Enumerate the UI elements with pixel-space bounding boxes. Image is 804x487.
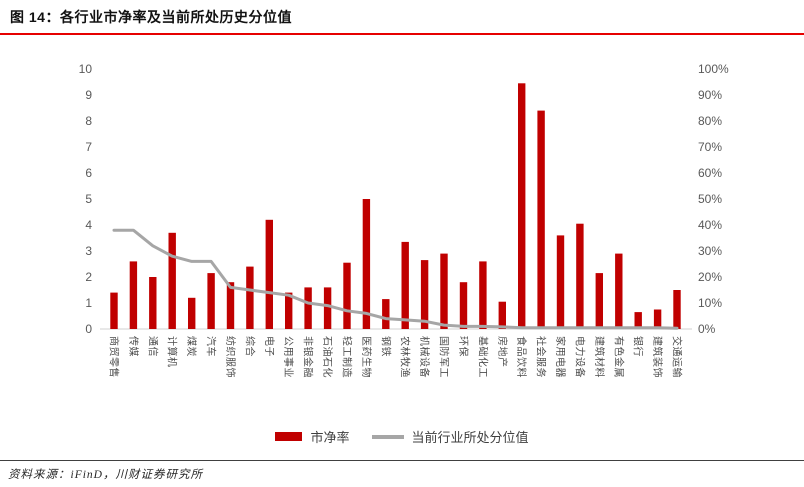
right-axis-tick-label: 60% [698,166,722,180]
x-axis-category-label: 家用电器 [554,336,567,378]
bar [323,287,332,329]
bar [226,282,235,329]
bar [440,253,448,329]
bar [110,292,118,329]
left-axis-tick-label: 7 [85,140,92,154]
x-axis-category-label: 交通运输 [671,336,684,378]
bar [382,299,390,329]
left-axis-tick-label: 8 [85,114,92,128]
left-axis-tick-label: 1 [85,296,92,310]
bar [149,277,157,329]
title-rule [0,33,804,35]
x-axis-category-label: 有色金属 [612,336,625,378]
left-axis-tick-label: 5 [85,192,92,206]
right-axis-tick-label: 10% [698,296,722,310]
legend-line-label: 当前行业所处分位值 [411,430,529,445]
x-axis-category-label: 汽车 [205,336,218,357]
bar [129,261,138,329]
x-axis-category-label: 轻工制造 [340,336,353,378]
legend-item-pb: 市净率 [275,427,350,446]
left-axis-tick-label: 4 [85,218,92,232]
right-axis-tick-label: 90% [698,88,722,102]
bar [498,301,506,329]
bar [420,260,429,329]
bar [401,241,409,329]
x-axis-category-label: 传媒 [127,336,139,357]
bar [246,266,254,329]
x-axis-category-label: 纺织服饰 [224,336,237,378]
x-axis-category-label: 环保 [457,336,470,357]
x-axis-category-label: 食品饮料 [515,336,528,378]
left-axis-tick-label: 6 [85,166,92,180]
bar [479,261,487,329]
bar [459,282,468,329]
x-axis-category-label: 建筑材料 [593,336,606,378]
right-axis-tick-label: 80% [698,114,722,128]
x-axis-category-label: 医药生物 [360,336,373,378]
legend-bar-swatch [275,432,303,441]
left-axis-tick-label: 9 [85,88,92,102]
bar [576,223,584,329]
bar [537,110,545,329]
chart-legend: 市净率 当前行业所处分位值 [0,427,804,446]
bar [634,312,642,329]
x-axis-category-label: 计算机 [166,336,179,368]
source-note: 资料来源：iFinD，川财证券研究所 [8,469,203,481]
right-axis-tick-label: 20% [698,270,722,284]
x-axis-category-label: 社会服务 [535,336,548,378]
bar [653,309,662,329]
x-axis-category-label: 农林牧渔 [399,336,412,378]
bar [556,235,565,329]
x-axis-category-label: 钢铁 [379,336,392,357]
right-axis-tick-label: 100% [698,62,729,76]
x-axis-category-label: 煤炭 [185,336,198,357]
left-axis-tick-label: 0 [85,322,92,336]
bar [188,297,196,329]
x-axis-category-label: 通信 [146,336,158,357]
figure-title: 图 14：各行业市净率及当前所处历史分位值 [10,9,292,25]
bar [207,273,215,329]
bar [595,273,603,329]
legend-item-percentile: 当前行业所处分位值 [371,427,529,446]
right-axis-tick-label: 0% [698,322,716,336]
x-axis-category-label: 电子 [263,336,276,357]
left-axis-tick-label: 10 [79,62,93,76]
legend-line-swatch [371,434,404,439]
x-axis-category-label: 电力设备 [573,336,586,378]
x-axis-category-label: 国防军工 [438,336,451,378]
x-axis-category-label: 房地产 [496,336,509,368]
bar [304,287,312,329]
bar [673,290,681,329]
chart-svg: 0123456789100%10%20%30%40%50%60%70%80%90… [79,62,729,378]
legend-bar-label: 市净率 [310,430,350,445]
x-axis-category-label: 基础化工 [476,336,489,378]
bar [343,262,351,329]
bar [168,232,176,329]
x-axis-category-label: 非银金融 [302,336,315,378]
x-axis-category-label: 石油石化 [321,336,334,378]
x-axis-category-label: 综合 [243,336,256,357]
bar [285,292,293,329]
left-axis-tick-label: 2 [85,270,92,284]
x-axis-category-label: 建筑装饰 [651,336,664,378]
right-axis-tick-label: 40% [698,218,722,232]
percentile-line [112,228,679,330]
x-axis-category-label: 公用事业 [282,336,295,378]
x-axis-category-label: 商贸零售 [108,336,121,378]
x-axis-category-label: 银行 [632,336,645,357]
right-axis-tick-label: 50% [698,192,722,206]
bar [615,253,623,329]
bar [362,199,371,329]
footer-rule [0,460,804,461]
right-axis-tick-label: 70% [698,140,722,154]
left-axis-tick-label: 3 [85,244,92,258]
right-axis-tick-label: 30% [698,244,722,258]
x-axis-category-label: 机械设备 [418,336,431,378]
bar [518,83,526,329]
bar [265,219,273,329]
